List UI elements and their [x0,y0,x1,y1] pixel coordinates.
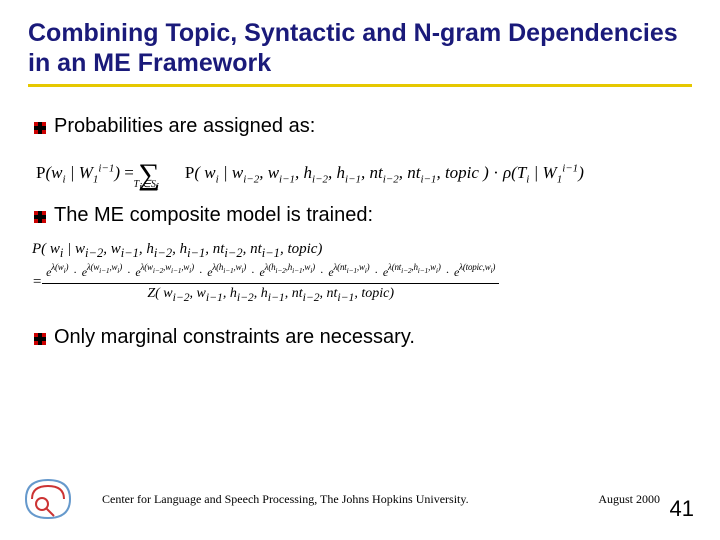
page-number: 41 [670,496,694,522]
bullet-1-text: Probabilities are assigned as: [54,115,315,138]
bullet-marker-icon [34,117,46,129]
eq2-numerator: eλ(wi) · eλ(wi−1,wi) · eλ(wi−2,wi−1,wi) … [42,265,499,281]
equation-1: P(wi | W1i−1) = ∑Ti∈SiP( wi | wi−2, wi−1… [36,152,692,186]
footer-affiliation: Center for Language and Speech Processin… [102,492,598,507]
logo-icon [22,476,74,522]
bullet-3-text: Only marginal constraints are necessary. [54,326,415,349]
bullet-marker-icon [34,206,46,218]
footer: Center for Language and Speech Processin… [0,476,720,522]
slide-title: Combining Topic, Syntactic and N-gram De… [28,18,692,87]
footer-date: August 2000 [598,492,660,507]
equation-2: P( wi | wi−2, wi−1, hi−2, hi−1, nti−2, n… [32,241,692,304]
bullet-1: Probabilities are assigned as: [34,115,692,138]
eq2-top: P( wi | wi−2, wi−1, hi−2, hi−1, nti−2, n… [32,241,692,261]
eq2-denominator: Z( wi−2, wi−1, hi−2, hi−1, nti−2, nti−1,… [42,283,499,304]
eq2-equals: = [32,274,42,291]
bullet-3: Only marginal constraints are necessary. [34,326,692,349]
bullet-2-text: The ME composite model is trained: [54,204,373,227]
bullet-marker-icon [34,328,46,340]
bullet-2: The ME composite model is trained: [34,204,692,227]
